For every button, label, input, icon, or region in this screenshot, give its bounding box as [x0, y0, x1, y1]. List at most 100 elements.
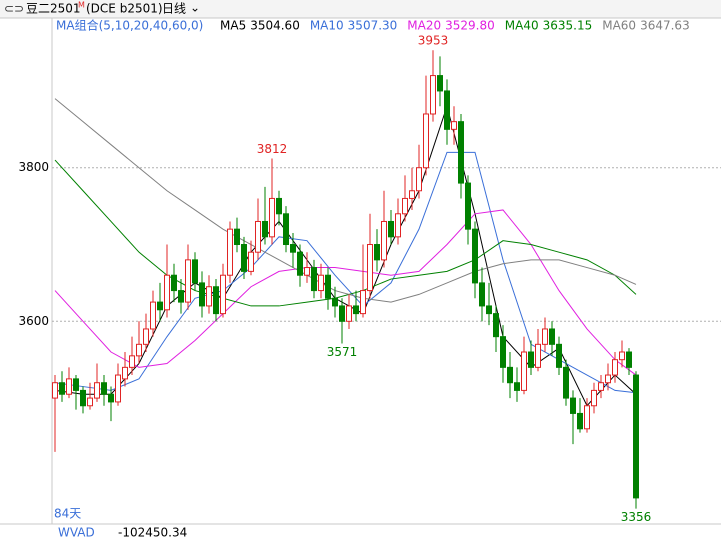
candle-body: [248, 251, 254, 272]
candle-body: [521, 351, 527, 391]
candle-body: [157, 301, 163, 311]
candle-body: [94, 382, 100, 399]
ma-line: [54, 209, 637, 376]
candle-body: [514, 382, 520, 391]
candle-body: [444, 90, 450, 130]
extreme-label: 3812: [257, 142, 288, 156]
candle-body: [276, 197, 282, 215]
candle-body: [199, 282, 205, 307]
flag: M: [78, 1, 85, 10]
candle-body: [472, 228, 478, 284]
legend-value: 3635.15: [543, 19, 593, 33]
candle-body: [87, 397, 93, 407]
candle-body: [129, 355, 135, 368]
extreme-label: 3356: [621, 510, 652, 524]
legend-name: MA5: [220, 19, 246, 33]
candle-body: [416, 167, 422, 192]
legend-value: 3647.63: [640, 19, 690, 33]
candle-body: [486, 305, 492, 315]
candle-body: [381, 220, 387, 261]
candle-body: [311, 267, 317, 292]
candle-body: [360, 290, 366, 315]
dropdown-icon[interactable]: ⌄: [190, 1, 200, 15]
candle-body: [178, 290, 184, 303]
candle-body: [493, 313, 499, 338]
candle-body: [346, 305, 352, 322]
legend-name: MA20: [407, 19, 441, 33]
candle-body: [262, 220, 268, 238]
candle-body: [465, 182, 471, 230]
exchange: (DCE b2501): [86, 2, 163, 16]
sub-value: -102450.34: [118, 526, 187, 540]
candle-body: [374, 244, 380, 261]
candle-body: [353, 305, 359, 315]
candle-body: [150, 301, 156, 330]
ma-line: [54, 159, 637, 307]
period[interactable]: 日线: [162, 2, 186, 16]
candle-body: [605, 374, 611, 384]
candle-body: [283, 213, 289, 246]
candle-body: [234, 228, 240, 246]
candle-body: [80, 389, 86, 407]
candle-body: [52, 382, 58, 399]
candle-body: [395, 213, 401, 238]
candle-body: [458, 121, 464, 184]
candle-body: [626, 351, 632, 368]
sub-indicator[interactable]: WVAD: [58, 526, 95, 540]
legend-name: MA60: [602, 19, 636, 33]
candle-body: [143, 328, 149, 345]
symbol: 豆二2501: [26, 2, 81, 16]
y-tick-label: 3800: [18, 160, 49, 174]
title-bar: [0, 0, 721, 18]
candle-body: [325, 274, 331, 299]
ma-line: [54, 98, 637, 303]
link-icon: ⊂⊃: [4, 2, 24, 16]
legend-value: 3507.30: [348, 19, 398, 33]
candle-body: [633, 374, 639, 499]
candle-body: [192, 259, 198, 284]
candle-body: [290, 244, 296, 253]
candle-body: [255, 220, 261, 253]
candle-body: [73, 378, 79, 391]
candle-body: [108, 393, 114, 403]
candle-body: [206, 286, 212, 307]
candle-body: [500, 336, 506, 368]
candle-body: [122, 366, 128, 380]
candle-body: [318, 274, 324, 292]
candle-body: [598, 382, 604, 391]
candle-body: [542, 328, 548, 345]
legend-name: MA40: [505, 19, 539, 33]
candle-body: [577, 412, 583, 430]
candle-body: [451, 121, 457, 130]
legend-name: MA10: [310, 19, 344, 33]
candle-body: [185, 259, 191, 303]
candle-body: [591, 389, 597, 407]
candle-body: [570, 397, 576, 414]
indicator[interactable]: MA组合(5,10,20,40,60,0): [56, 18, 203, 33]
candle-body: [437, 75, 443, 92]
extreme-label: 3953: [418, 34, 449, 48]
candle-body: [213, 286, 219, 315]
ma-line: [54, 104, 637, 407]
y-tick-label: 3600: [18, 314, 49, 328]
candle-body: [430, 75, 436, 115]
legend-value: 3504.60: [250, 19, 300, 33]
candle-body: [332, 297, 338, 307]
candle-body: [136, 343, 142, 357]
candle-body: [269, 197, 275, 238]
candle-body: [423, 113, 429, 169]
extreme-label: 3571: [327, 345, 358, 359]
candle-body: [367, 244, 373, 292]
candle-body: [227, 228, 233, 276]
days: 84天: [54, 507, 81, 521]
candle-body: [297, 251, 303, 276]
candle-body: [584, 405, 590, 430]
candle-body: [220, 274, 226, 315]
candle-body: [619, 351, 625, 361]
candle-body: [556, 343, 562, 368]
candle-body: [535, 343, 541, 368]
candle-body: [115, 374, 121, 403]
candle-body: [507, 366, 513, 384]
candle-body: [402, 197, 408, 215]
